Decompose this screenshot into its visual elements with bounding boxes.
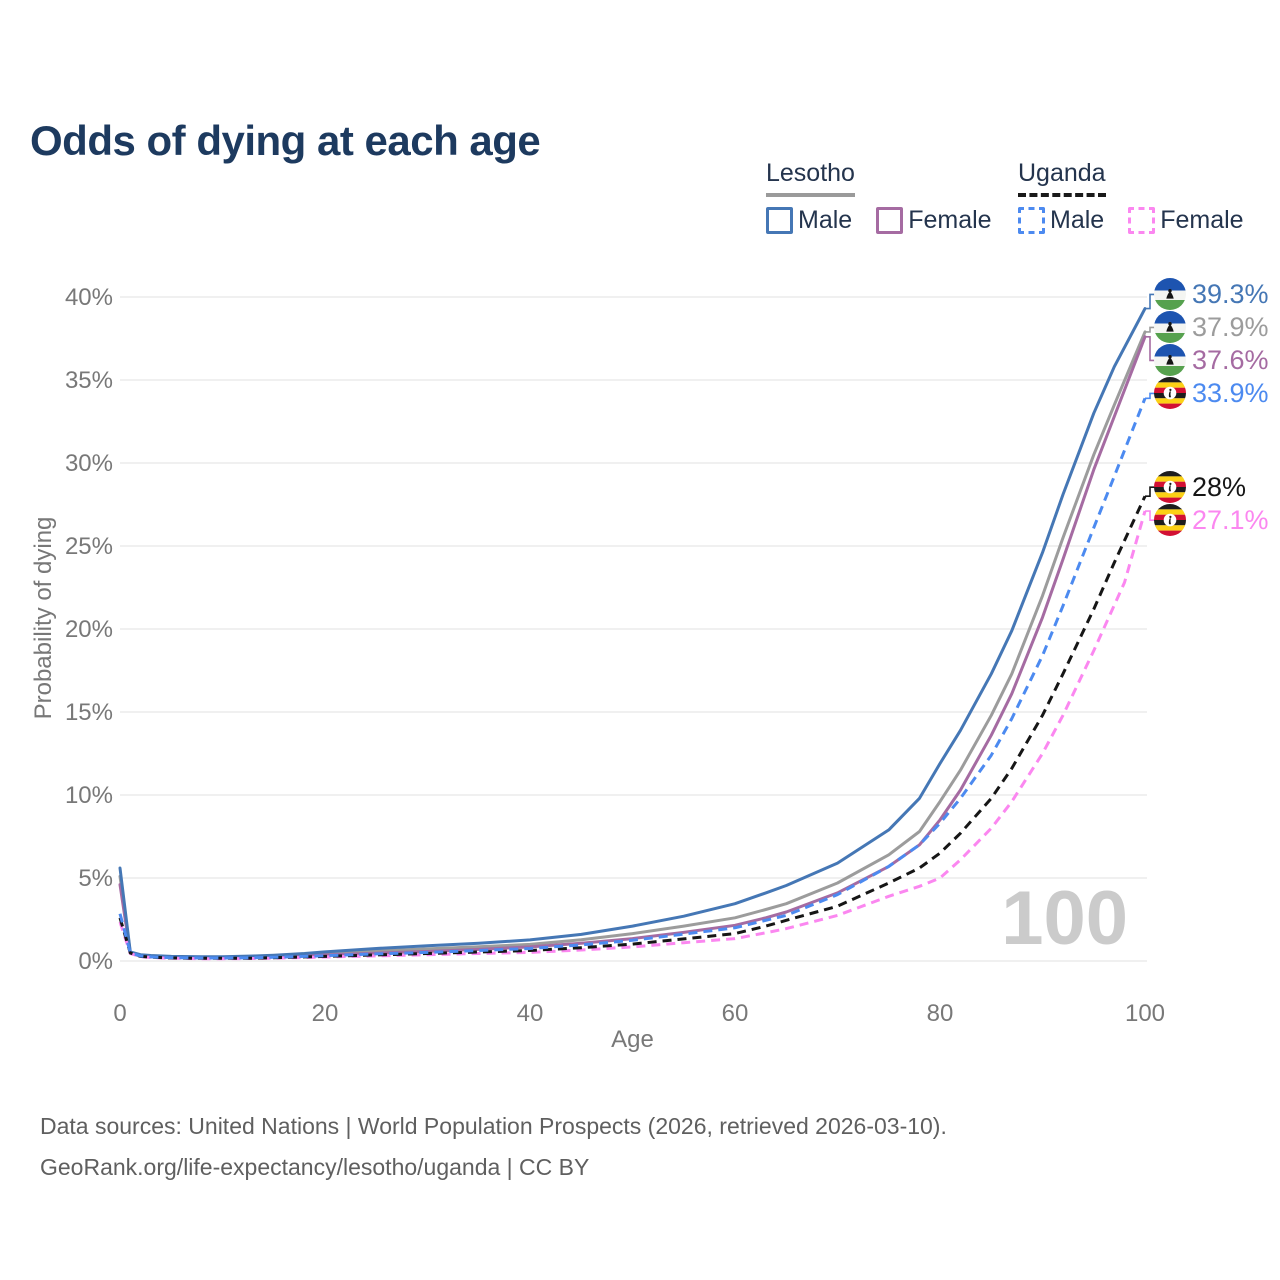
series-line-uganda-male[interactable] xyxy=(118,397,1147,960)
series-line-uganda-female[interactable] xyxy=(118,510,1147,961)
y-axis-title: Probability of dying xyxy=(30,516,57,720)
attribution-line: GeoRank.org/life-expectancy/lesotho/ugan… xyxy=(40,1153,590,1180)
lesotho-female-swatch-icon xyxy=(876,206,904,234)
y-tick-label: 40% xyxy=(65,284,113,311)
end-label-connector xyxy=(1145,392,1155,400)
legend-label-lesotho-female: Female xyxy=(908,205,992,234)
end-label-uganda-male: 33.9% xyxy=(1154,377,1269,409)
end-label-value: 39.3% xyxy=(1192,278,1269,309)
y-tick-label: 30% xyxy=(65,450,113,477)
end-label-uganda-both: 28% xyxy=(1154,471,1246,503)
legend-item-uganda-female[interactable]: Female xyxy=(1128,205,1244,235)
age-counter-watermark: 100 xyxy=(1001,876,1128,961)
legend-item-lesotho-female[interactable]: Female xyxy=(876,205,992,235)
legend-label-uganda-male: Male xyxy=(1050,205,1105,234)
y-tick-label: 35% xyxy=(65,367,113,394)
lesotho-flag-icon xyxy=(1154,311,1186,343)
legend-item-uganda-male[interactable]: Male xyxy=(1018,206,1104,235)
y-tick-label: 15% xyxy=(65,699,113,726)
series-line-lesotho-male[interactable] xyxy=(118,307,1147,959)
end-label-value: 33.9% xyxy=(1192,377,1269,408)
series-line-uganda-both[interactable] xyxy=(118,495,1147,960)
lesotho-male-swatch-icon xyxy=(766,206,793,234)
uganda-male-swatch-icon xyxy=(1018,206,1045,234)
end-label-lesotho-female: 37.6% xyxy=(1154,344,1269,376)
end-label-uganda-female: 27.1% xyxy=(1154,504,1269,536)
x-tick-label: 40 xyxy=(517,1000,544,1027)
y-tick-label: 20% xyxy=(65,616,113,643)
legend-label-uganda-female: Female xyxy=(1160,205,1244,234)
legend-group-uganda: Uganda Male Female xyxy=(1018,159,1244,235)
x-tick-label: 0 xyxy=(113,1000,126,1027)
end-label-lesotho-both: 37.9% xyxy=(1154,311,1269,343)
legend-label-lesotho-male: Male xyxy=(798,205,853,234)
end-label-connector xyxy=(1145,510,1155,521)
series-line-lesotho-female[interactable] xyxy=(118,335,1147,960)
x-axis-title: Age xyxy=(611,1026,654,1053)
end-label-connector xyxy=(1145,293,1155,310)
data-sources-line: Data sources: United Nations | World Pop… xyxy=(40,1113,947,1139)
y-tick-label: 0% xyxy=(78,948,113,975)
end-label-connector xyxy=(1145,326,1155,333)
x-tick-label: 80 xyxy=(927,1000,954,1027)
uganda-flag-icon xyxy=(1154,471,1186,503)
legend-group-lesotho: Lesotho Male Female xyxy=(766,159,992,235)
gridlines: 0% 5% 10% 15% 20% 25% 30% 35% 40% 0 20 40 60 80 100 xyxy=(65,284,1165,1027)
legend-row-uganda: Male Female xyxy=(1018,206,1244,235)
end-label-connector xyxy=(1145,486,1155,497)
legend-title-lesotho[interactable]: Lesotho xyxy=(766,159,855,197)
legend-item-lesotho-male[interactable]: Male xyxy=(766,206,852,235)
y-tick-label: 25% xyxy=(65,533,113,560)
x-tick-label: 100 xyxy=(1125,1000,1165,1027)
uganda-female-swatch-icon xyxy=(1128,206,1156,234)
end-label-value: 37.6% xyxy=(1192,344,1269,375)
page-title: Odds of dying at each age xyxy=(30,117,541,165)
uganda-flag-icon xyxy=(1154,377,1186,409)
end-label-value: 37.9% xyxy=(1192,311,1269,342)
lesotho-flag-icon xyxy=(1154,344,1186,376)
end-label-connector xyxy=(1145,336,1155,362)
y-tick-label: 5% xyxy=(78,865,113,892)
end-label-value: 27.1% xyxy=(1192,504,1269,535)
legend-row-lesotho: Male Female xyxy=(766,206,992,235)
series-line-lesotho-both[interactable] xyxy=(118,330,1147,959)
x-tick-label: 60 xyxy=(722,1000,749,1027)
x-tick-label: 20 xyxy=(312,1000,339,1027)
lesotho-flag-icon xyxy=(1154,278,1186,310)
y-tick-label: 10% xyxy=(65,782,113,809)
legend-title-uganda[interactable]: Uganda xyxy=(1018,159,1106,197)
uganda-flag-icon xyxy=(1154,504,1186,536)
end-label-lesotho-male: 39.3% xyxy=(1154,278,1269,310)
end-label-value: 28% xyxy=(1192,471,1247,502)
footer: Data sources: United Nations | World Pop… xyxy=(40,1106,947,1188)
